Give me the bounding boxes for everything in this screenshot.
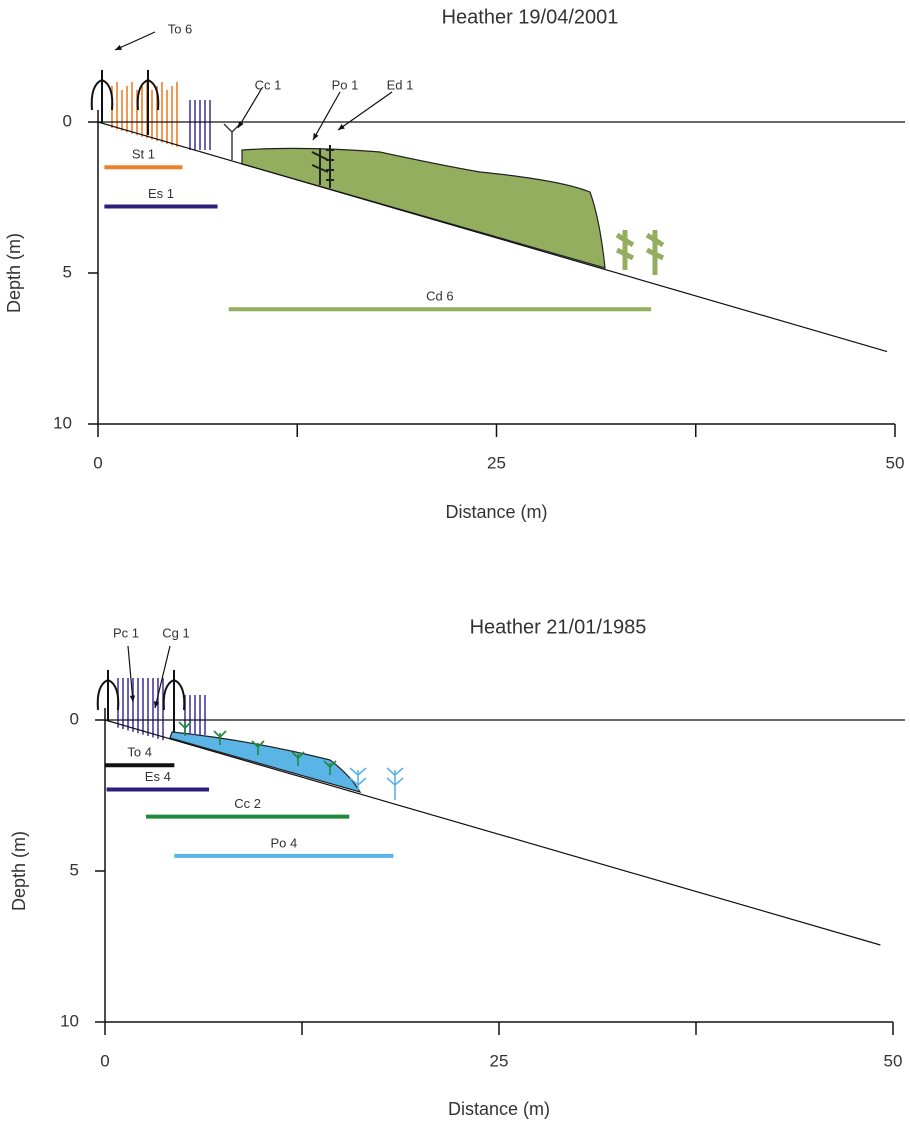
canopy <box>169 731 362 793</box>
plant <box>311 148 329 185</box>
annotation: Ed 1 <box>387 77 414 92</box>
plant <box>326 145 334 188</box>
arrow-head <box>153 701 160 708</box>
chart-title: Heather 21/01/1985 <box>470 616 647 638</box>
y-tick-label: 10 <box>53 413 72 432</box>
x-tick-label: 50 <box>884 1051 903 1070</box>
plant <box>251 740 265 755</box>
x-axis-label: Distance (m) <box>448 1099 550 1119</box>
annotation-arrow <box>154 645 171 709</box>
y-axis-label: Depth (m) <box>4 233 24 313</box>
annotation: Pc 1 <box>113 625 139 640</box>
annotation: Po 1 <box>332 77 359 92</box>
zone-label: Cd 6 <box>426 289 453 304</box>
reed <box>90 70 114 122</box>
x-tick-label: 25 <box>487 453 506 472</box>
zone-label: Cc 2 <box>234 796 261 811</box>
plant <box>223 121 243 160</box>
annotation-arrow <box>114 31 156 51</box>
plant <box>645 230 665 275</box>
annotation-arrow <box>337 91 393 131</box>
annotation-arrow <box>312 91 341 141</box>
y-tick-label: 0 <box>70 709 79 728</box>
x-tick-label: 0 <box>93 453 102 472</box>
y-tick-label: 10 <box>60 1011 79 1030</box>
plant <box>323 760 337 775</box>
annotation: Cc 1 <box>255 77 282 92</box>
panel: Heather 19/04/2001 Distance (m) Depth (m) 0… <box>4 6 905 522</box>
arrow-head <box>115 44 122 50</box>
plant <box>213 730 227 745</box>
zone-label: Po 4 <box>271 835 298 850</box>
x-tick-label: 0 <box>100 1051 109 1070</box>
x-tick-label: 50 <box>886 453 905 472</box>
zone-label: St 1 <box>132 147 155 162</box>
arrow-head <box>129 695 136 702</box>
plant <box>349 767 367 790</box>
annotation: To 6 <box>168 21 193 36</box>
reed <box>96 670 120 720</box>
zone-label: Es 4 <box>145 769 171 784</box>
canopy <box>241 147 606 269</box>
arrow-head <box>238 121 244 128</box>
arrow-head <box>338 124 345 130</box>
plant <box>291 751 305 766</box>
x-axis-label: Distance (m) <box>445 502 547 522</box>
zone-label: Es 1 <box>148 186 174 201</box>
chart-title: Heather 19/04/2001 <box>442 6 619 28</box>
plant <box>615 230 635 270</box>
annotation-arrow <box>237 87 263 129</box>
y-tick-label: 5 <box>63 262 72 281</box>
x-tick-label: 25 <box>490 1051 509 1070</box>
arrow-head <box>313 133 319 140</box>
annotation-arrow <box>127 645 134 703</box>
y-axis-label: Depth (m) <box>9 831 29 911</box>
panel: Heather 21/01/1985 Distance (m) Depth (m) 0… <box>9 616 905 1119</box>
bottom-profile <box>104 719 881 946</box>
plant <box>178 721 192 736</box>
bottom-profile <box>97 121 888 353</box>
reed <box>162 670 186 732</box>
plant <box>386 767 404 800</box>
reed <box>136 70 160 135</box>
y-tick-label: 0 <box>63 111 72 130</box>
annotation: Cg 1 <box>162 625 189 640</box>
y-tick-label: 5 <box>70 860 79 879</box>
zone-label: To 4 <box>127 745 152 760</box>
